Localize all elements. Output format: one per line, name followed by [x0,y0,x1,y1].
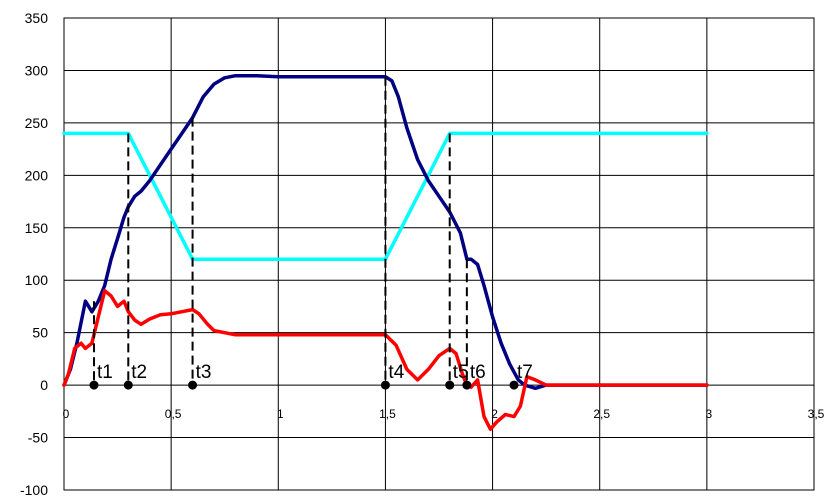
series-line-1 [62,73,709,391]
y-tick-label: 250 [25,115,49,131]
y-tick-label: 350 [25,10,49,26]
marker-dot-t3 [188,380,198,390]
x-axis-ticks: 0 0,5 1 1,5 2 2,5 3 3,5 [63,407,825,421]
marker-dot-t5 [445,380,455,390]
marker-label-t1: t1 [97,362,113,383]
x-tick-label: 3,5 [808,407,825,421]
marker-label-t7: t7 [517,362,533,383]
x-tick-label: 1 [277,407,284,421]
marker-label-t3: t3 [196,362,212,383]
marker-label-t5: t5 [453,362,469,383]
y-tick-label: 0 [40,377,48,393]
marker-label-t2: t2 [131,362,147,383]
marker-dot-t4 [380,380,390,390]
marker-dot-t1 [89,380,99,390]
y-tick-label: 50 [32,325,48,341]
series-line-2 [62,288,709,431]
marker-label-t4: t4 [388,362,404,383]
y-tick-label: -100 [20,482,48,498]
marker-label-t6: t6 [470,362,486,383]
x-tick-label: 2,5 [593,407,610,421]
marker-dot-t7 [509,380,519,390]
markers-group: t1 t2 t3 t4 t5 t6 t7 [89,76,533,390]
series-group [62,73,709,431]
x-tick-label: 2 [491,407,498,421]
x-tick-label: 3 [706,407,713,421]
y-tick-label: 300 [25,62,49,78]
y-tick-label: -50 [28,430,48,446]
y-tick-label: 200 [25,167,49,183]
y-axis-ticks: -100 -50 0 50 100 150 200 250 300 350 [20,10,48,498]
x-tick-label: 0,5 [165,407,182,421]
y-tick-label: 150 [25,220,49,236]
x-tick-label: 1,5 [379,407,396,421]
series-line-0 [62,131,709,261]
marker-dot-t6 [462,380,472,390]
marker-dot-t2 [123,380,133,390]
y-tick-label: 100 [25,272,49,288]
x-tick-label: 0 [63,407,70,421]
